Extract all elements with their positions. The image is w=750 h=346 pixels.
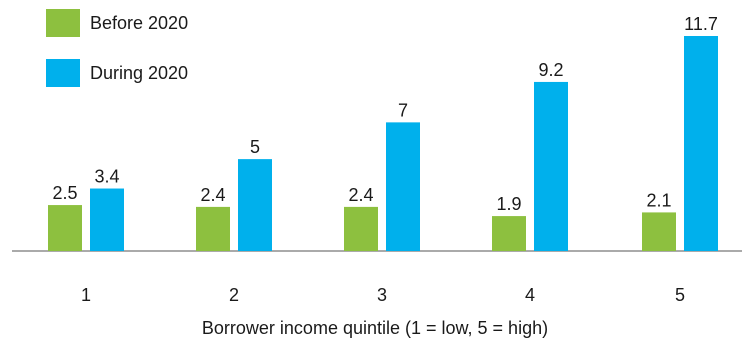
data-label-during-2020-q2: 5 (250, 137, 260, 157)
x-tick-label-1: 1 (81, 285, 91, 305)
legend-swatch-before-2020 (46, 9, 80, 37)
data-label-before-2020-q3: 2.4 (348, 185, 373, 205)
data-label-before-2020-q2: 2.4 (200, 185, 225, 205)
x-tick-label-4: 4 (525, 285, 535, 305)
data-label-before-2020-q1: 2.5 (52, 183, 77, 203)
legend-swatch-during-2020 (46, 59, 80, 87)
bar-during-2020-q2 (238, 159, 272, 251)
bar-before-2020-q4 (492, 216, 526, 251)
data-label-during-2020-q5: 11.7 (684, 14, 718, 34)
bar-during-2020-q3 (386, 122, 420, 251)
legend-item-before-2020: Before 2020 (46, 9, 188, 37)
data-label-during-2020-q4: 9.2 (538, 60, 563, 80)
bar-before-2020-q5 (642, 212, 676, 251)
x-tick-label-2: 2 (229, 285, 239, 305)
x-axis-label: Borrower income quintile (1 = low, 5 = h… (201, 318, 549, 338)
data-label-during-2020-q3: 7 (398, 100, 408, 120)
legend-label-before-2020: Before 2020 (90, 12, 189, 33)
legend-item-during-2020: During 2020 (46, 59, 188, 87)
bar-during-2020-q5 (684, 36, 718, 251)
data-label-before-2020-q4: 1.9 (496, 194, 521, 214)
x-tick-label-3: 3 (377, 285, 387, 305)
bar-before-2020-q2 (196, 206, 230, 251)
bar-before-2020-q3 (344, 206, 378, 251)
data-label-during-2020-q1: 3.4 (94, 167, 119, 187)
data-label-before-2020-q5: 2.1 (646, 190, 671, 210)
bar-during-2020-q1 (90, 188, 124, 251)
legend-label-during-2020: During 2020 (90, 62, 189, 83)
bar-during-2020-q4 (534, 81, 568, 251)
bar-before-2020-q1 (48, 205, 82, 251)
x-tick-label-5: 5 (675, 285, 685, 305)
